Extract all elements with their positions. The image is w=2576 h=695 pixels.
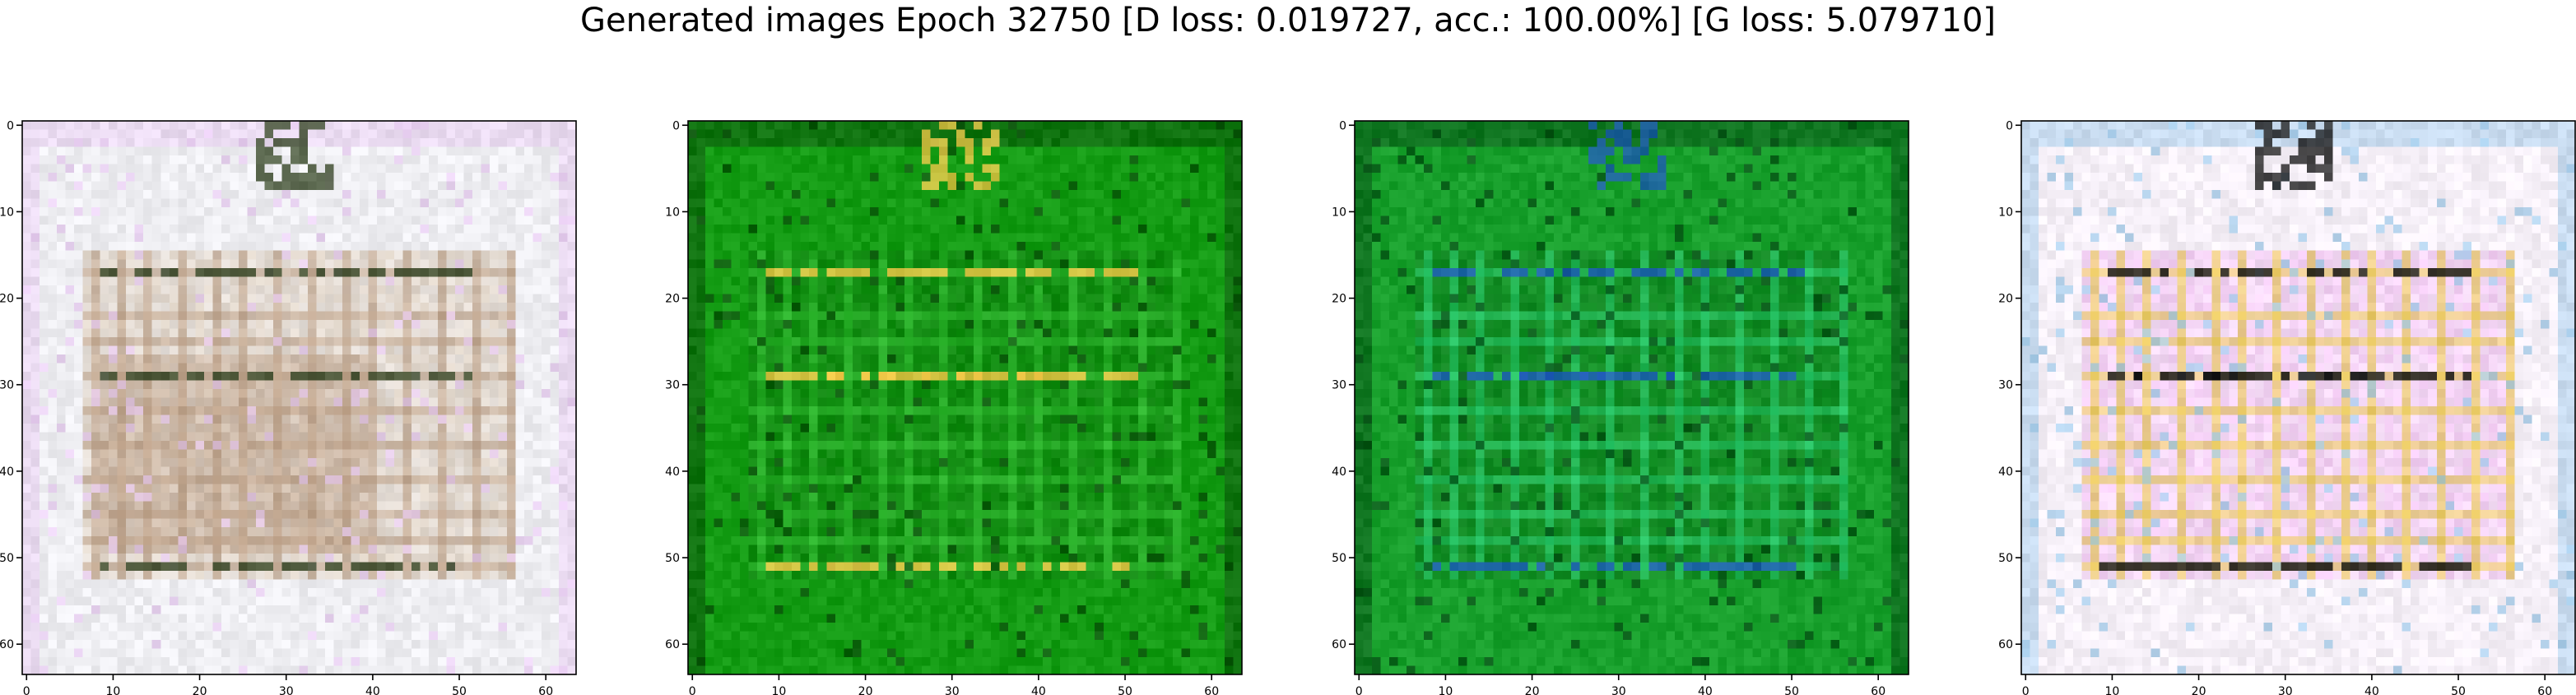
x-tick-label: 50: [2451, 685, 2466, 695]
y-tick-label: 50: [1998, 552, 2013, 565]
y-tick-label: 20: [1998, 293, 2013, 306]
y-tick-label: 10: [0, 206, 14, 219]
x-tick-label: 60: [538, 685, 553, 695]
x-tick-label: 30: [279, 685, 294, 695]
generated-image-4: [2021, 121, 2575, 674]
x-tick-label: 50: [452, 685, 467, 695]
x-tick-label: 50: [1784, 685, 1799, 695]
y-tick-label: 0: [2006, 119, 2013, 132]
y-tick-label: 10: [1332, 206, 1346, 219]
y-tick-label: 50: [0, 552, 14, 565]
y-tick-label: 50: [1332, 552, 1346, 565]
figure-title: Generated images Epoch 32750 [D loss: 0.…: [579, 2, 1997, 39]
axes-frame: [1354, 120, 1909, 675]
generated-image-2: [688, 121, 1242, 674]
y-tick-label: 40: [665, 466, 680, 479]
y-tick-label: 20: [0, 293, 14, 306]
y-tick-label: 0: [672, 119, 680, 132]
y-tick-label: 40: [1332, 466, 1346, 479]
x-tick-label: 0: [1355, 685, 1363, 695]
y-tick-label: 60: [0, 638, 14, 651]
x-tick-label: 0: [23, 685, 30, 695]
x-tick-label: 30: [945, 685, 960, 695]
x-tick-label: 10: [2105, 685, 2120, 695]
x-tick-label: 60: [2537, 685, 2552, 695]
y-tick-label: 30: [1332, 379, 1346, 392]
y-tick-label: 60: [1332, 638, 1346, 651]
image-panel-3: 0 10 20 30 40 50 60 0 10 20 30 40 50 60: [1332, 119, 1909, 695]
y-tick-label: 0: [1339, 119, 1346, 132]
y-tick-label: 60: [1998, 638, 2013, 651]
generated-image-3: [1355, 121, 1909, 674]
x-tick-label: 0: [689, 685, 696, 695]
x-tick-label: 20: [193, 685, 207, 695]
x-tick-label: 0: [2022, 685, 2030, 695]
x-tick-label: 10: [106, 685, 121, 695]
image-panel-4: 0 10 20 30 40 50 60 0 10 20 30 40 50 60: [1998, 119, 2576, 695]
x-tick-label: 50: [1118, 685, 1132, 695]
axes-frame: [2020, 120, 2576, 675]
generated-image-1: [22, 121, 576, 674]
y-tick-label: 20: [665, 293, 680, 306]
x-tick-label: 40: [365, 685, 380, 695]
x-tick-label: 30: [2278, 685, 2293, 695]
x-tick-label: 20: [858, 685, 873, 695]
y-tick-label: 10: [665, 206, 680, 219]
y-tick-label: 50: [665, 552, 680, 565]
x-tick-label: 40: [1031, 685, 1046, 695]
image-panel-1: 0 10 20 30 40 50 60 0 10 20 30 40 50 60: [0, 119, 577, 695]
image-panel-2: 0 10 20 30 40 50 60 0 10 20 30 40 50 60: [665, 119, 1243, 695]
y-tick-label: 30: [1998, 379, 2013, 392]
y-tick-label: 30: [665, 379, 680, 392]
x-tick-label: 20: [1525, 685, 1540, 695]
y-tick-label: 10: [1998, 206, 2013, 219]
x-tick-label: 20: [2192, 685, 2206, 695]
y-tick-label: 0: [7, 119, 14, 132]
x-tick-label: 30: [1611, 685, 1626, 695]
y-tick-label: 40: [1998, 466, 2013, 479]
x-tick-label: 40: [2364, 685, 2379, 695]
x-tick-label: 60: [1204, 685, 1219, 695]
x-tick-label: 60: [1871, 685, 1886, 695]
axes-frame: [687, 120, 1243, 675]
y-tick-label: 40: [0, 466, 14, 479]
y-tick-label: 30: [0, 379, 14, 392]
axes-frame: [21, 120, 577, 675]
y-tick-label: 20: [1332, 293, 1346, 306]
y-tick-label: 60: [665, 638, 680, 651]
x-tick-label: 10: [772, 685, 787, 695]
x-tick-label: 40: [1698, 685, 1713, 695]
x-tick-label: 10: [1439, 685, 1453, 695]
